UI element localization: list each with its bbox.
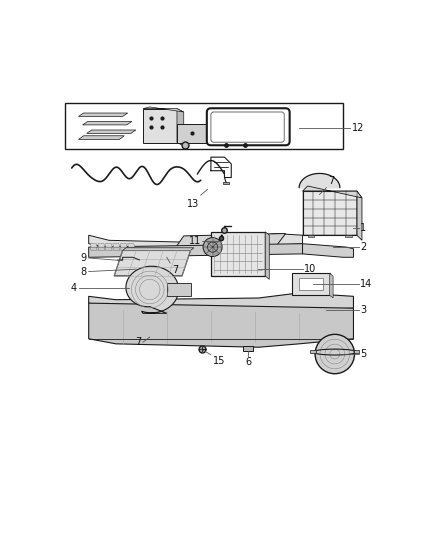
Polygon shape (211, 232, 265, 276)
Polygon shape (78, 113, 128, 116)
Text: 13: 13 (187, 199, 199, 208)
Polygon shape (177, 124, 208, 142)
Circle shape (203, 238, 222, 256)
Text: 2: 2 (360, 242, 367, 252)
Polygon shape (98, 247, 105, 251)
Polygon shape (105, 244, 112, 247)
Polygon shape (83, 122, 132, 125)
Polygon shape (293, 273, 330, 295)
FancyBboxPatch shape (207, 108, 290, 146)
Text: 4: 4 (71, 283, 77, 293)
Polygon shape (177, 109, 184, 146)
Polygon shape (88, 293, 353, 312)
Circle shape (315, 334, 354, 374)
Polygon shape (87, 130, 136, 133)
Polygon shape (303, 191, 357, 235)
Polygon shape (307, 235, 314, 237)
Text: 15: 15 (212, 357, 225, 366)
Polygon shape (303, 244, 353, 257)
Polygon shape (345, 235, 352, 237)
Text: 9: 9 (81, 253, 87, 263)
Polygon shape (120, 247, 127, 251)
Polygon shape (265, 232, 269, 279)
Polygon shape (126, 266, 179, 313)
Polygon shape (90, 244, 97, 247)
Text: 12: 12 (352, 123, 364, 133)
Polygon shape (330, 273, 333, 298)
Polygon shape (173, 233, 286, 251)
Polygon shape (357, 191, 362, 240)
Polygon shape (303, 186, 362, 198)
Polygon shape (143, 107, 184, 112)
Polygon shape (113, 244, 120, 247)
Polygon shape (128, 247, 134, 251)
Polygon shape (88, 303, 353, 347)
Polygon shape (88, 244, 303, 257)
Polygon shape (105, 247, 112, 251)
FancyBboxPatch shape (211, 112, 284, 142)
Polygon shape (120, 244, 127, 247)
Text: 14: 14 (360, 279, 372, 289)
Polygon shape (243, 345, 253, 351)
Polygon shape (98, 244, 105, 247)
Text: 8: 8 (81, 266, 87, 277)
Polygon shape (311, 351, 316, 353)
Polygon shape (223, 182, 229, 184)
Polygon shape (299, 173, 340, 188)
Polygon shape (143, 109, 177, 142)
Text: 10: 10 (304, 264, 317, 274)
Polygon shape (88, 233, 303, 251)
Polygon shape (167, 282, 191, 296)
Text: 5: 5 (360, 349, 367, 359)
Polygon shape (113, 247, 120, 251)
Text: 6: 6 (245, 358, 251, 367)
Polygon shape (78, 136, 124, 140)
Text: 7: 7 (172, 265, 178, 274)
Text: 7: 7 (135, 337, 141, 347)
Polygon shape (128, 244, 134, 247)
Text: 1: 1 (360, 223, 366, 233)
Polygon shape (114, 251, 191, 276)
Text: 3: 3 (360, 305, 366, 315)
Polygon shape (123, 248, 194, 251)
Text: 11: 11 (188, 236, 201, 246)
Text: 7: 7 (328, 176, 334, 186)
Bar (65, 103, 343, 149)
Polygon shape (90, 247, 97, 251)
Polygon shape (354, 351, 359, 353)
Polygon shape (299, 279, 323, 290)
